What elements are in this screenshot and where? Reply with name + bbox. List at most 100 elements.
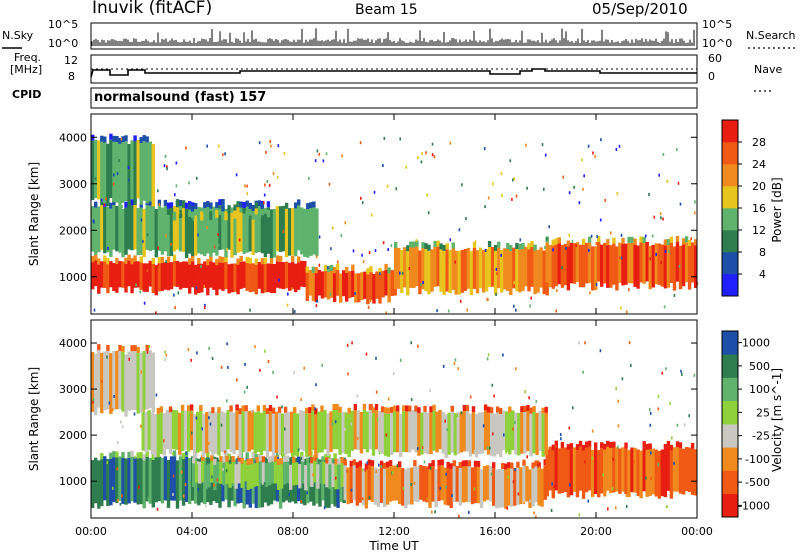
echo-speckle — [268, 183, 271, 187]
echo-band-1-segment — [342, 270, 346, 297]
echo-band-4-segment — [148, 205, 152, 251]
echo-band-4-segment — [196, 411, 200, 453]
echo-band-2-segment — [530, 246, 534, 287]
echo-fringe-segment — [432, 404, 436, 411]
echo-band-4-segment — [215, 208, 219, 256]
echo-speckle — [451, 494, 453, 498]
echo-band-6-segment — [148, 141, 152, 202]
echo-band-0-segment — [178, 456, 183, 501]
echo-band-2-segment — [454, 250, 458, 295]
echo-speckle — [344, 427, 346, 431]
echo-fringe-segment — [261, 456, 266, 463]
echo-band-4-segment — [284, 208, 289, 258]
echo-band-4-segment — [115, 205, 119, 252]
echo-band-0-segment — [151, 459, 155, 508]
echo-band-5-segment — [230, 207, 234, 213]
echo-speckle — [544, 245, 546, 249]
echo-speckle — [630, 364, 632, 368]
nsky-label: N.Sky — [2, 29, 34, 42]
echo-fringe-segment — [311, 404, 315, 411]
echo-fringe-segment — [423, 405, 427, 412]
echo-band-0-segment — [194, 264, 198, 295]
echo-speckle — [538, 466, 541, 470]
echo-band-2-segment — [488, 466, 493, 502]
echo-fringe-segment — [124, 135, 128, 142]
echo-fringe-segment — [188, 258, 192, 265]
echo-band-0-segment — [263, 263, 268, 293]
echo-speckle — [120, 137, 123, 141]
echo-band-4-segment — [326, 413, 330, 456]
echo-speckle — [121, 425, 124, 429]
echo-fringe-segment — [221, 256, 225, 263]
echo-speckle — [224, 152, 226, 156]
echo-speckle — [300, 500, 303, 503]
echo-band-3-segment — [600, 448, 604, 494]
echo-speckle — [610, 231, 612, 235]
x-tick-label: 00:00 — [75, 525, 107, 538]
echo-band-1-segment — [261, 462, 266, 485]
echo-fringe-segment — [224, 256, 228, 262]
echo-fringe-segment — [100, 453, 104, 460]
echo-speckle — [429, 389, 431, 393]
echo-fringe-segment — [483, 404, 488, 411]
echo-band-0-segment — [188, 264, 192, 294]
echo-fringe-segment — [324, 453, 328, 460]
echo-band-5-segment — [106, 350, 110, 410]
echo-speckle — [281, 405, 283, 409]
echo-speckle — [191, 411, 193, 414]
echo-fringe-segment — [248, 203, 252, 209]
echo-speckle — [591, 429, 594, 433]
echo-band-4-segment — [166, 208, 171, 257]
echo-speckle — [525, 143, 527, 147]
echo-band-0-segment — [281, 262, 286, 290]
echo-band-4-segment — [299, 410, 303, 450]
echo-fringe-segment — [233, 204, 237, 211]
echo-fringe-segment — [308, 407, 312, 414]
echo-fringe-segment — [94, 254, 98, 261]
echo-speckle — [486, 357, 489, 361]
echo-fringe-segment — [245, 200, 249, 207]
echo-band-4-segment — [508, 412, 512, 455]
echo-fringe-segment — [231, 456, 235, 462]
echo-fringe-segment — [458, 462, 462, 469]
echo-fringe-segment — [118, 137, 122, 144]
colorbar-swatch — [722, 331, 738, 355]
echo-speckle — [351, 341, 353, 345]
echo-band-2-segment — [470, 467, 475, 505]
echo-band-4-segment — [323, 410, 327, 450]
nsky-left-tick-bottom: 10^0 — [48, 37, 79, 50]
echo-band-2-segment — [385, 467, 390, 505]
echo-band-4-segment — [265, 414, 270, 458]
echo-band-6-segment — [133, 141, 137, 202]
echo-fringe-segment — [109, 202, 113, 209]
echo-fringe-segment — [133, 199, 137, 205]
echo-fringe-segment — [255, 456, 259, 463]
echo-band-0-segment — [115, 263, 119, 293]
echo-speckle — [204, 303, 206, 307]
echo-speckle — [367, 305, 370, 309]
echo-fringe-segment — [557, 237, 561, 244]
echo-fringe-segment — [145, 344, 149, 351]
echo-speckle — [533, 511, 535, 515]
echo-speckle — [197, 487, 200, 491]
echo-band-2-segment — [469, 251, 474, 296]
echo-speckle — [244, 184, 246, 188]
echo-band-4-segment — [312, 207, 316, 255]
velocity-marks — [91, 341, 698, 519]
echo-fringe-segment — [451, 242, 455, 249]
echo-speckle — [501, 193, 503, 197]
echo-fringe-segment — [560, 442, 565, 448]
nave-tick-bottom: 0 — [708, 70, 715, 83]
echo-speckle — [164, 350, 166, 354]
echo-speckle — [169, 232, 172, 236]
echo-band-2-segment — [464, 466, 469, 502]
echo-speckle — [662, 152, 665, 156]
echo-band-4-segment — [523, 412, 527, 454]
echo-speckle — [458, 228, 461, 232]
echo-band-4-segment — [393, 411, 397, 453]
echo-band-0-segment — [109, 458, 113, 506]
echo-fringe-segment — [648, 443, 652, 450]
echo-speckle — [116, 467, 119, 471]
echo-fringe-segment — [276, 458, 281, 465]
echo-fringe-segment — [530, 240, 534, 247]
